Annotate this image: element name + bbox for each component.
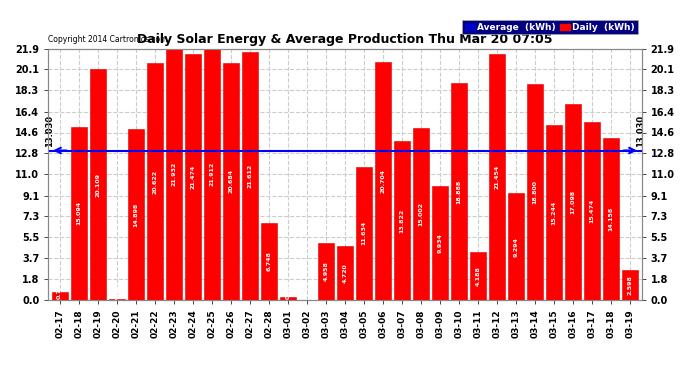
- Bar: [166, 48, 182, 300]
- Bar: [90, 69, 106, 300]
- Text: 18.800: 18.800: [533, 180, 538, 204]
- Bar: [261, 223, 277, 300]
- Text: Copyright 2014 Cartronics.com: Copyright 2014 Cartronics.com: [48, 35, 168, 44]
- Text: 18.888: 18.888: [457, 180, 462, 204]
- Legend: Average  (kWh), Daily  (kWh): Average (kWh), Daily (kWh): [462, 20, 638, 34]
- Text: 15.094: 15.094: [76, 201, 81, 225]
- Bar: [280, 297, 296, 300]
- Bar: [204, 49, 220, 300]
- Bar: [70, 127, 87, 300]
- Text: 15.474: 15.474: [590, 199, 595, 223]
- Bar: [413, 128, 429, 300]
- Bar: [356, 166, 372, 300]
- Text: 20.622: 20.622: [152, 170, 157, 194]
- Text: 20.109: 20.109: [95, 172, 100, 196]
- Text: 6.748: 6.748: [266, 251, 271, 271]
- Text: 9.934: 9.934: [437, 233, 442, 253]
- Text: 20.684: 20.684: [228, 169, 233, 194]
- Bar: [527, 84, 543, 300]
- Text: 9.294: 9.294: [513, 237, 519, 256]
- Text: 15.244: 15.244: [552, 200, 557, 225]
- Bar: [565, 104, 581, 300]
- Bar: [622, 270, 638, 300]
- Bar: [489, 54, 505, 300]
- Text: 2.598: 2.598: [628, 275, 633, 295]
- Bar: [432, 186, 448, 300]
- Bar: [375, 63, 391, 300]
- Text: 0.266: 0.266: [286, 279, 290, 299]
- Bar: [318, 243, 334, 300]
- Text: 4.958: 4.958: [324, 262, 328, 282]
- Text: 21.474: 21.474: [190, 165, 195, 189]
- Bar: [241, 52, 258, 300]
- Text: 14.158: 14.158: [609, 207, 614, 231]
- Bar: [584, 123, 600, 300]
- Bar: [109, 298, 125, 300]
- Text: 13.030: 13.030: [45, 115, 54, 147]
- Bar: [147, 63, 163, 300]
- Title: Daily Solar Energy & Average Production Thu Mar 20 07:05: Daily Solar Energy & Average Production …: [137, 33, 553, 46]
- Bar: [223, 63, 239, 300]
- Text: 17.098: 17.098: [571, 190, 575, 214]
- Bar: [337, 246, 353, 300]
- Text: 0.127: 0.127: [115, 279, 119, 299]
- Text: 21.932: 21.932: [171, 162, 177, 186]
- Text: 14.898: 14.898: [133, 202, 138, 226]
- Text: 4.188: 4.188: [475, 266, 481, 286]
- Bar: [508, 194, 524, 300]
- Text: 21.912: 21.912: [209, 162, 215, 186]
- Text: 21.612: 21.612: [248, 164, 253, 188]
- Bar: [52, 292, 68, 300]
- Text: 13.822: 13.822: [400, 209, 404, 233]
- Bar: [128, 129, 144, 300]
- Bar: [451, 83, 467, 300]
- Bar: [394, 141, 410, 300]
- Text: 15.002: 15.002: [419, 202, 424, 226]
- Bar: [470, 252, 486, 300]
- Bar: [546, 125, 562, 300]
- Text: 11.634: 11.634: [362, 221, 366, 245]
- Text: 13.030: 13.030: [636, 115, 645, 147]
- Text: 21.454: 21.454: [495, 165, 500, 189]
- Bar: [603, 138, 620, 300]
- Text: 4.720: 4.720: [342, 263, 348, 283]
- Text: 20.704: 20.704: [381, 169, 386, 193]
- Text: 0.732: 0.732: [57, 279, 62, 299]
- Bar: [185, 54, 201, 300]
